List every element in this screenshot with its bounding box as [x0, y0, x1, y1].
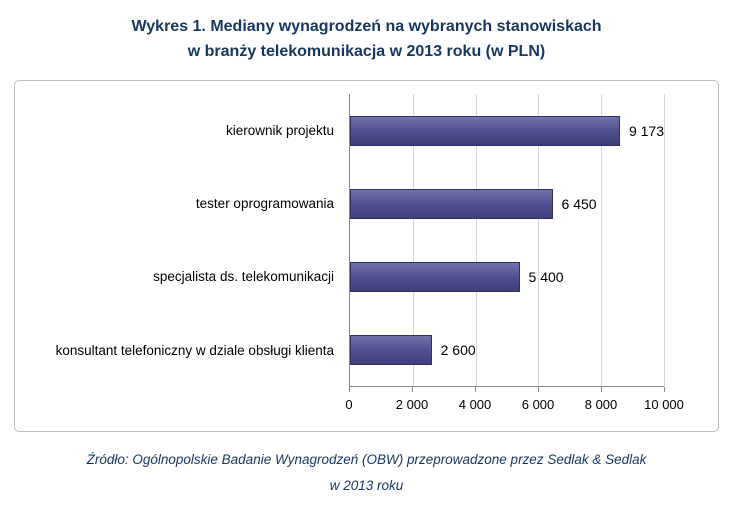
bar	[350, 334, 432, 365]
x-axis: 0 2 000 4 000 6 000 8 000 10 000	[345, 387, 684, 431]
gridline	[475, 94, 477, 386]
category-label: tester oprogramowania	[195, 196, 334, 212]
chart-title-line2: w branży telekomunikacja w 2013 roku (w …	[187, 43, 546, 60]
x-axis-tick-mark	[475, 387, 476, 392]
x-axis-tick-label: 6 000	[521, 397, 555, 412]
gridline	[412, 94, 414, 386]
x-axis-tick-mark	[601, 387, 602, 392]
category-axis-labels: kierownik projektu tester oprogramowania s…	[21, 94, 341, 387]
source-note: Źródło: Ogólnopolskie Badanie Wynagrodze…	[0, 447, 733, 499]
x-axis-tick-mark	[538, 387, 539, 392]
bar-value-label: 6 450	[561, 195, 597, 212]
bar-value-label: 9 173	[628, 122, 664, 139]
category-label: specjalista ds. telekomunikacji	[153, 269, 334, 285]
bar	[350, 188, 553, 219]
gridline	[664, 94, 665, 386]
x-axis-tick-label: 2 000	[395, 397, 429, 412]
x-axis-tick-label: 10 000	[644, 397, 684, 412]
x-axis-tick-mark	[412, 387, 413, 392]
bar-value-label: 2 600	[440, 341, 476, 358]
category-label: kierownik projektu	[225, 122, 334, 138]
source-note-line2: w 2013 roku	[329, 478, 404, 493]
category-label: konsultant telefoniczny w dziale obsługi…	[55, 342, 334, 358]
bar-row: 2 600	[350, 313, 664, 386]
bar-row: 5 400	[350, 240, 664, 313]
bar	[350, 115, 620, 146]
plot-area: 9 173 6 450 5 400 2 600	[349, 94, 665, 387]
bar	[350, 261, 520, 292]
bar-row: 9 173	[350, 94, 664, 167]
chart-title-line1: Wykres 1. Mediany wynagrodzeń na wybrany…	[131, 18, 602, 35]
x-axis-tick-mark	[664, 387, 665, 392]
bar-value-label: 5 400	[528, 268, 564, 285]
chart-container: kierownik projektu tester oprogramowania s…	[14, 80, 719, 432]
x-axis-tick-label: 0	[345, 397, 353, 412]
gridline	[601, 94, 603, 386]
x-axis-tick-mark	[349, 387, 350, 392]
x-axis-tick-label: 4 000	[458, 397, 492, 412]
chart-title: Wykres 1. Mediany wynagrodzeń na wybrany…	[0, 14, 733, 64]
bar-row: 6 450	[350, 167, 664, 240]
gridline	[538, 94, 540, 386]
x-axis-tick-label: 8 000	[584, 397, 618, 412]
source-note-line1: Źródło: Ogólnopolskie Badanie Wynagrodze…	[86, 452, 647, 467]
